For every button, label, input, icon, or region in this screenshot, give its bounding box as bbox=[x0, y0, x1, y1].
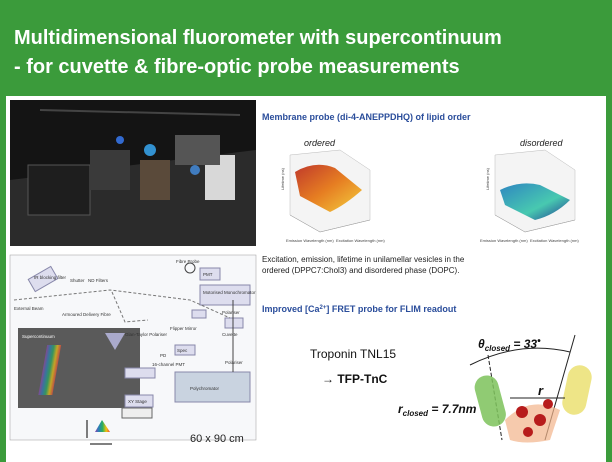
size-note: 60 x 90 cm bbox=[190, 433, 244, 445]
shape bbox=[124, 394, 154, 408]
construct: Troponin TNL15 bbox=[310, 347, 396, 361]
shape bbox=[105, 333, 125, 350]
diagram-label: Polariser bbox=[225, 360, 243, 365]
shape bbox=[199, 284, 251, 306]
diagram-label: Armoured Delivery Fibre bbox=[62, 312, 111, 317]
shape bbox=[295, 164, 362, 212]
shape bbox=[27, 265, 59, 293]
diagram-label: Spec bbox=[177, 348, 188, 353]
plot-label: ordered bbox=[304, 138, 336, 148]
surface-plot-ordered bbox=[289, 149, 371, 233]
diagram-label: Glan-Taylor Polariser bbox=[125, 332, 168, 337]
diagram-label: Flipper Mirror bbox=[170, 326, 197, 331]
shape bbox=[27, 164, 91, 216]
shape bbox=[199, 267, 221, 281]
diagram-label: Supercontinuum bbox=[22, 334, 55, 339]
diagram-label: Fibre Probe bbox=[176, 259, 200, 264]
shape bbox=[534, 414, 546, 426]
shape bbox=[474, 375, 506, 427]
shape bbox=[319, 219, 371, 233]
plot-label: disordered bbox=[520, 138, 564, 148]
caption-line: Excitation, emission, lifetime in unilam… bbox=[262, 255, 465, 264]
shape bbox=[524, 219, 576, 233]
shape bbox=[523, 427, 533, 437]
shape bbox=[543, 399, 553, 409]
title-line: Multidimensional fluorometer with superc… bbox=[14, 27, 502, 49]
section-heading: Membrane probe (di-4-ANEPPDHQ) of lipid … bbox=[262, 112, 471, 122]
instrument-photo bbox=[10, 100, 256, 246]
angle-sub: closed bbox=[485, 344, 511, 353]
distance-symbol: r bbox=[398, 402, 404, 416]
shape bbox=[224, 317, 244, 329]
shape bbox=[140, 160, 170, 200]
diagram-label: PD bbox=[160, 353, 167, 358]
distance-sub: closed bbox=[403, 409, 429, 418]
heading-sup: 2+ bbox=[320, 305, 327, 311]
diagram-label: Motorised Monochromator bbox=[203, 290, 256, 295]
shape bbox=[39, 109, 241, 116]
shape bbox=[516, 406, 528, 418]
shape bbox=[18, 328, 140, 408]
diagram-label: PMT bbox=[203, 272, 213, 277]
fret-cartoon bbox=[469, 334, 592, 443]
diagram-label: IR blocking filter bbox=[34, 275, 67, 280]
shape bbox=[121, 407, 153, 419]
axis-label: Lifetime (ns) bbox=[485, 167, 490, 190]
heading-part: ] FRET probe for FLIM readout bbox=[326, 304, 456, 314]
angle-symbol: θ bbox=[478, 337, 485, 351]
shape bbox=[500, 183, 570, 220]
shape bbox=[124, 367, 156, 379]
shape bbox=[190, 165, 200, 175]
caption-line: ordered (DPPC7:Chol3) and disordered pha… bbox=[262, 266, 459, 275]
axis-label: Emission Wavelength (nm) bbox=[286, 238, 334, 243]
product: → TFP-TnC bbox=[322, 372, 388, 386]
angle-sup: • bbox=[537, 336, 541, 347]
r-label: r bbox=[538, 383, 544, 398]
diagram-label: ND Filters bbox=[88, 278, 109, 283]
shape bbox=[144, 144, 156, 156]
surface-plot-disordered bbox=[494, 149, 576, 233]
shape bbox=[174, 371, 251, 403]
axis-label: Emission Wavelength (nm) bbox=[480, 238, 528, 243]
title-line: - for cuvette & fibre-optic probe measur… bbox=[14, 56, 460, 78]
axis-label: Excitation Wavelength (nm) bbox=[530, 238, 579, 243]
axis-label: Lifetime (ns) bbox=[280, 167, 285, 190]
angle-text: = 33 bbox=[510, 337, 537, 351]
angle-label: θclosed = 33• bbox=[478, 336, 541, 353]
shape bbox=[469, 347, 571, 366]
diagram-label: Polychromator bbox=[190, 386, 220, 391]
axis-label: Excitation Wavelength (nm) bbox=[336, 238, 385, 243]
shape bbox=[13, 289, 231, 319]
diagram-label: XY Stage bbox=[128, 399, 147, 404]
shape bbox=[562, 365, 592, 415]
heading-part: Improved [Ca bbox=[262, 304, 321, 314]
shape bbox=[191, 309, 207, 319]
distance-label: rclosed = 7.7nm bbox=[398, 402, 477, 418]
shape bbox=[184, 262, 196, 274]
section-heading: Improved [Ca2+] FRET probe for FLIM read… bbox=[262, 304, 456, 314]
shape bbox=[494, 214, 526, 233]
diagram-label: Polariser bbox=[222, 310, 240, 315]
shape bbox=[90, 150, 130, 190]
distance-text: = 7.7nm bbox=[428, 402, 477, 416]
diagram-label: External Beam bbox=[14, 306, 44, 311]
diagram-label: 16-channel PMT bbox=[152, 362, 185, 367]
shape bbox=[38, 345, 62, 395]
shape bbox=[174, 344, 196, 356]
diagram-label: Cuvette bbox=[222, 332, 238, 337]
setup-diagram bbox=[9, 254, 257, 445]
shape bbox=[111, 291, 149, 323]
shape bbox=[95, 420, 110, 432]
shape bbox=[116, 136, 124, 144]
diagram-label: Shutter bbox=[70, 278, 85, 283]
shape bbox=[175, 135, 220, 165]
shape bbox=[289, 214, 321, 233]
